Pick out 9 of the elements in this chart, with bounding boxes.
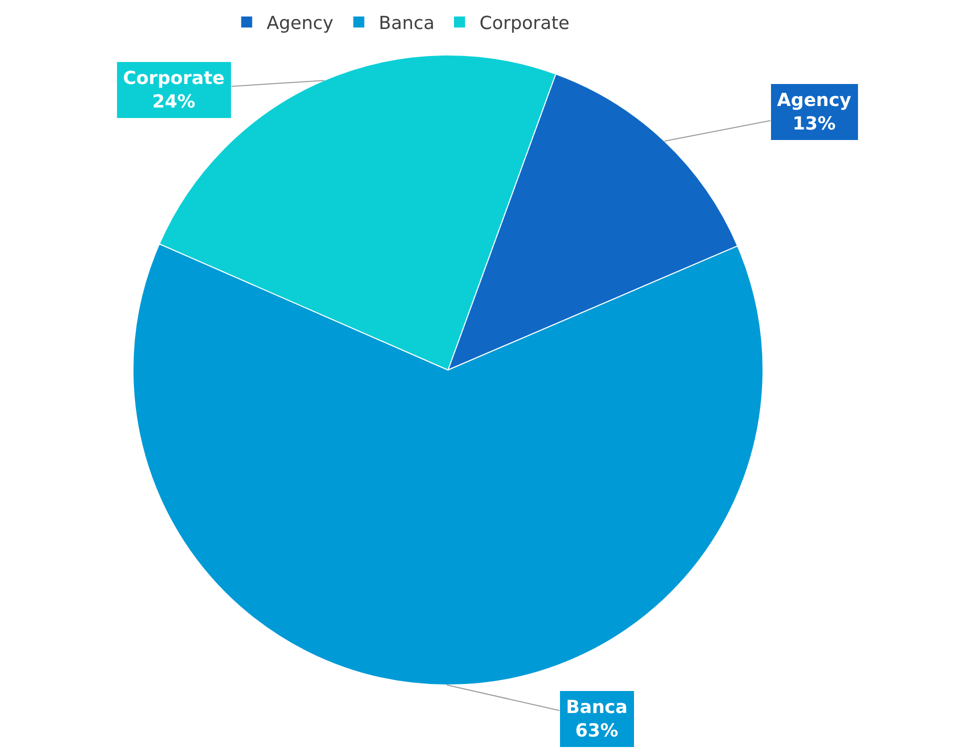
slice-label: Banca [566, 697, 628, 718]
slice-label: Corporate [123, 68, 225, 89]
slice-label: Agency [777, 90, 852, 111]
data-label: 63% [575, 720, 618, 742]
legend-label: Agency [266, 12, 334, 34]
data-label: 13% [792, 113, 836, 134]
data-label: 24% [152, 91, 196, 112]
legend-label: Banca [378, 12, 435, 34]
legend-label: Corporate [480, 12, 570, 34]
